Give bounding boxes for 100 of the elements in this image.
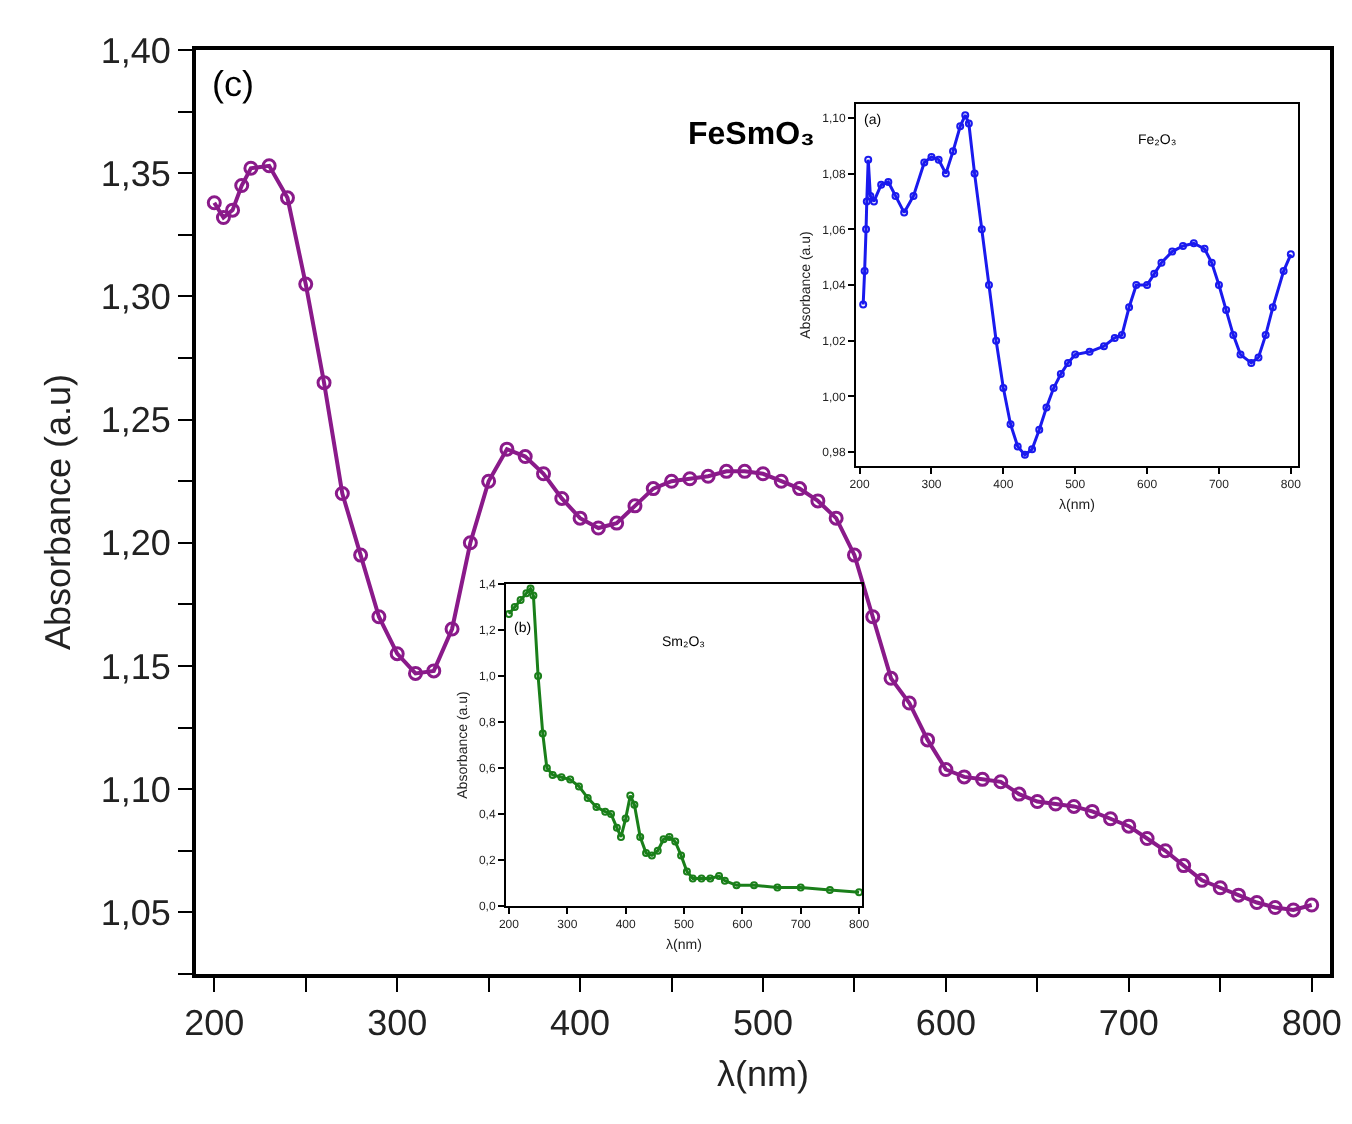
x-axis-title: λ(nm) bbox=[717, 1054, 809, 1095]
y-tick-label: 1,20 bbox=[100, 523, 171, 564]
point bbox=[659, 835, 668, 844]
point bbox=[601, 807, 610, 816]
x-tick-label: 800 bbox=[1281, 1003, 1342, 1044]
y-tick-label: 1,10 bbox=[100, 769, 171, 810]
point bbox=[1222, 306, 1231, 315]
point bbox=[1035, 425, 1044, 434]
point bbox=[510, 603, 519, 611]
point bbox=[574, 782, 583, 791]
point bbox=[1006, 420, 1015, 429]
point bbox=[626, 791, 635, 800]
point bbox=[1132, 281, 1141, 289]
point bbox=[1049, 384, 1058, 393]
point bbox=[653, 846, 662, 855]
point bbox=[862, 197, 871, 206]
point bbox=[1168, 247, 1177, 256]
point bbox=[534, 672, 543, 680]
point bbox=[927, 152, 936, 161]
point bbox=[566, 775, 575, 784]
point bbox=[859, 300, 868, 309]
point bbox=[1207, 258, 1216, 267]
point bbox=[920, 158, 929, 167]
x-tick-label: 700 bbox=[1098, 1003, 1159, 1044]
line-series bbox=[859, 111, 1295, 459]
point bbox=[773, 883, 782, 892]
point bbox=[1150, 269, 1159, 278]
x-tick-label: 300 bbox=[367, 1003, 428, 1044]
point bbox=[796, 883, 805, 892]
point bbox=[715, 872, 724, 881]
point bbox=[1042, 403, 1051, 412]
annotation: FeSmO₃ bbox=[688, 118, 815, 152]
point bbox=[1286, 250, 1295, 259]
point bbox=[956, 122, 965, 131]
point bbox=[1056, 370, 1065, 379]
point bbox=[862, 225, 871, 234]
point bbox=[860, 267, 869, 276]
point bbox=[1013, 442, 1022, 451]
point bbox=[869, 197, 878, 206]
point bbox=[616, 833, 625, 841]
point bbox=[529, 591, 538, 600]
point bbox=[1020, 450, 1029, 459]
point bbox=[542, 764, 551, 772]
y-tick-label: 1,40 bbox=[100, 30, 171, 71]
point bbox=[1064, 358, 1073, 367]
point bbox=[900, 208, 909, 217]
point bbox=[583, 793, 592, 802]
point bbox=[1189, 239, 1198, 248]
point bbox=[1157, 258, 1166, 267]
point bbox=[621, 814, 630, 823]
point bbox=[934, 155, 943, 164]
point bbox=[877, 180, 886, 189]
point bbox=[630, 800, 639, 809]
point bbox=[884, 177, 893, 186]
y-axis-title: Absorbance (a.u) bbox=[38, 373, 79, 651]
point bbox=[526, 584, 535, 593]
point bbox=[1110, 333, 1119, 342]
point bbox=[750, 881, 759, 890]
point bbox=[964, 119, 973, 128]
point bbox=[1099, 342, 1108, 351]
point bbox=[992, 336, 1001, 345]
point bbox=[1117, 331, 1126, 340]
point bbox=[1200, 244, 1209, 253]
point bbox=[1143, 281, 1152, 289]
point bbox=[1247, 358, 1256, 367]
point bbox=[557, 773, 566, 782]
point bbox=[522, 589, 531, 598]
x-tick-label: 400 bbox=[550, 1003, 611, 1044]
point bbox=[1085, 347, 1094, 356]
point bbox=[1279, 267, 1288, 276]
point bbox=[1125, 303, 1134, 312]
y-tick-label: 1,35 bbox=[100, 153, 171, 194]
point bbox=[909, 191, 918, 200]
point bbox=[688, 874, 697, 883]
point bbox=[1254, 353, 1263, 362]
point bbox=[970, 169, 979, 178]
point bbox=[592, 803, 601, 812]
point bbox=[720, 876, 729, 885]
line-series bbox=[506, 584, 862, 897]
point bbox=[506, 609, 513, 618]
point bbox=[1268, 303, 1277, 312]
x-tick-label: 500 bbox=[732, 1003, 794, 1044]
point bbox=[538, 729, 547, 738]
y-tick-label: 1,25 bbox=[100, 400, 171, 441]
point bbox=[732, 881, 741, 890]
point bbox=[977, 225, 986, 234]
point bbox=[636, 833, 645, 841]
point bbox=[825, 885, 834, 894]
point bbox=[984, 281, 993, 289]
point bbox=[891, 191, 900, 200]
point bbox=[949, 147, 958, 156]
point bbox=[642, 849, 651, 858]
point bbox=[1229, 331, 1238, 340]
point bbox=[941, 169, 950, 178]
point bbox=[612, 823, 621, 832]
x-tick-label: 600 bbox=[915, 1003, 976, 1044]
y-tick-label: 1,05 bbox=[100, 893, 171, 933]
point bbox=[1028, 445, 1037, 454]
point bbox=[999, 384, 1008, 393]
point bbox=[855, 888, 862, 897]
